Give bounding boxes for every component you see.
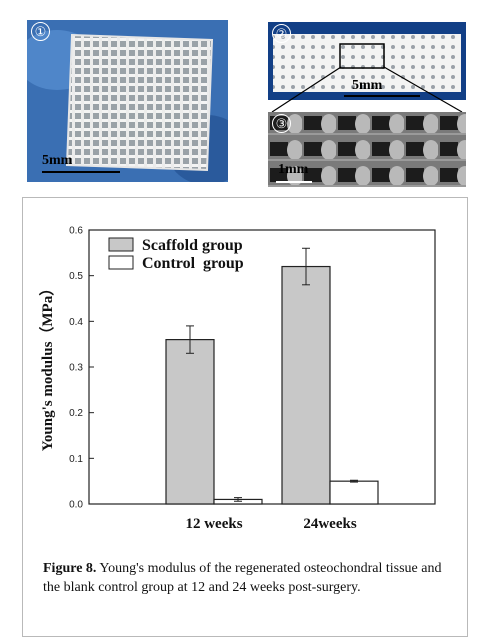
youngs-modulus-bar-chart: 0.0 0.1 0.2 0.3 0.4 0.5 0.6 12 weeks 24weeks Sca… — [38, 226, 436, 532]
scaffold-sem-micrograph: ③ 1mm — [268, 112, 466, 187]
y-tick-label: 0.1 — [69, 454, 83, 465]
y-tick-label: 0.2 — [69, 408, 83, 419]
legend-swatch — [108, 237, 134, 252]
scaffold-top-view-image — [27, 20, 228, 182]
panel-number-3: ③ — [272, 114, 291, 133]
scaffold-side-view-image — [268, 22, 466, 100]
caption-label: Figure 8. — [43, 561, 97, 576]
legend-label: Control group — [142, 255, 244, 272]
panel-number-2: ② — [272, 24, 291, 43]
scale-label-2: 5mm — [352, 78, 383, 93]
scale-bar-2 — [344, 95, 420, 97]
plot-frame — [88, 229, 436, 505]
y-tick-label: 0.4 — [69, 317, 83, 328]
y-tick-label: 0.0 — [69, 500, 83, 511]
y-axis-label: Young's modulus（MPa） — [38, 281, 56, 451]
chart-bars — [165, 247, 379, 505]
bar-control-2 — [329, 480, 379, 505]
caption-text: Young's modulus of the regenerated osteo… — [43, 561, 442, 595]
y-tick-label: 0.5 — [69, 271, 83, 282]
figure-caption: Figure 8. Young's modulus of the regener… — [43, 559, 453, 597]
y-tick-label: 0.3 — [69, 363, 83, 374]
scale-label-3: 1mm — [278, 162, 309, 177]
zoom-connector-lines — [271, 66, 463, 113]
figure-8-box: 0.0 0.1 0.2 0.3 0.4 0.5 0.6 12 weeks 24weeks Sca… — [22, 197, 468, 637]
scale-bar-1 — [42, 171, 120, 173]
chart-axes: 0.0 0.1 0.2 0.3 0.4 0.5 0.6 12 weeks 24weeks — [69, 226, 436, 532]
panel-number-1: ① — [31, 22, 50, 41]
bar-scaffold-2 — [281, 265, 331, 505]
legend-swatch — [108, 255, 134, 270]
scaffold-photo-top-view: ① 5mm — [27, 20, 228, 182]
sem-image — [268, 112, 466, 187]
scale-label-1: 5mm — [42, 153, 73, 168]
bar-scaffold-1 — [165, 339, 215, 505]
legend-label: Scaffold group — [142, 237, 243, 254]
scale-bar-3 — [276, 181, 312, 183]
x-category-label: 24weeks — [303, 516, 356, 532]
scaffold-photo-side-view: ② 5mm — [268, 22, 466, 100]
y-tick-label: 0.6 — [69, 226, 83, 237]
x-category-label: 12 weeks — [185, 516, 242, 532]
